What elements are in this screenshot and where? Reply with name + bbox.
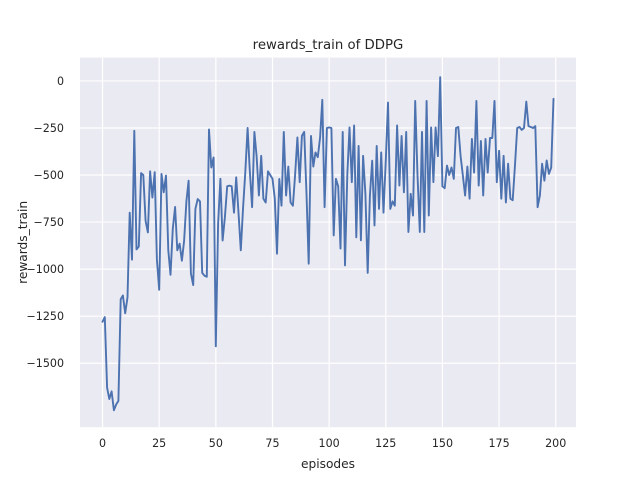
x-tick-label: 100 <box>319 437 340 450</box>
x-tick-label: 75 <box>265 437 279 450</box>
y-tick-label: −750 <box>34 216 64 229</box>
chart-title: rewards_train of DDPG <box>253 38 404 53</box>
y-axis-label: rewards_train <box>16 201 30 284</box>
y-tick-label: −1000 <box>26 263 64 276</box>
x-tick-label: 200 <box>545 437 566 450</box>
y-tick-label: −250 <box>34 122 64 135</box>
y-axis-tick-labels: 0 −250 −500 −750 −1000 −1250 −1500 <box>26 75 64 370</box>
rewards-train-line <box>101 76 555 412</box>
x-tick-label: 50 <box>209 437 223 450</box>
x-tick-label: 125 <box>375 437 396 450</box>
x-axis-tick-labels: 0 25 50 75 100 125 150 175 200 <box>99 437 566 450</box>
x-tick-label: 150 <box>432 437 453 450</box>
y-tick-label: −1250 <box>26 310 64 323</box>
x-tick-label: 0 <box>99 437 106 450</box>
x-tick-label: 175 <box>488 437 509 450</box>
x-tick-label: 25 <box>152 437 166 450</box>
y-tick-label: 0 <box>57 75 64 88</box>
y-tick-label: −500 <box>34 169 64 182</box>
y-tick-label: −1500 <box>26 357 64 370</box>
plot-area <box>80 57 576 428</box>
x-axis-label: episodes <box>301 457 355 471</box>
